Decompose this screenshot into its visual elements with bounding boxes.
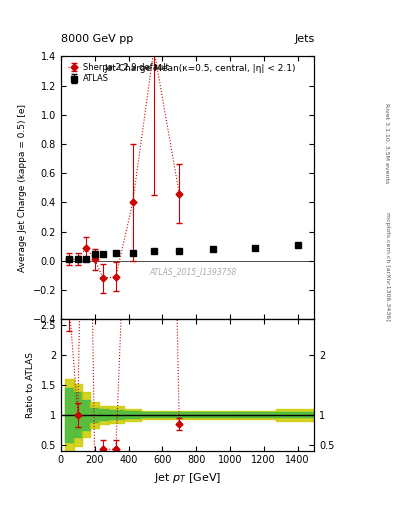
Legend: Sherpa 2.2.9 default, ATLAS: Sherpa 2.2.9 default, ATLAS [65, 60, 172, 86]
Text: mcplots.cern.ch [arXiv:1306.3436]: mcplots.cern.ch [arXiv:1306.3436] [385, 212, 389, 321]
X-axis label: Jet $p_T$ [GeV]: Jet $p_T$ [GeV] [154, 471, 221, 485]
Text: ATLAS_2015_I1393758: ATLAS_2015_I1393758 [149, 267, 237, 276]
Y-axis label: Average Jet Charge (kappa = 0.5) [e]: Average Jet Charge (kappa = 0.5) [e] [18, 104, 27, 272]
Text: Jets: Jets [294, 33, 314, 44]
Text: Jet Charge Mean(κ=0.5, central, |η| < 2.1): Jet Charge Mean(κ=0.5, central, |η| < 2.… [105, 64, 296, 73]
Text: 8000 GeV pp: 8000 GeV pp [61, 33, 133, 44]
Y-axis label: Ratio to ATLAS: Ratio to ATLAS [26, 352, 35, 418]
Text: Rivet 3.1.10, 3.5M events: Rivet 3.1.10, 3.5M events [385, 103, 389, 183]
